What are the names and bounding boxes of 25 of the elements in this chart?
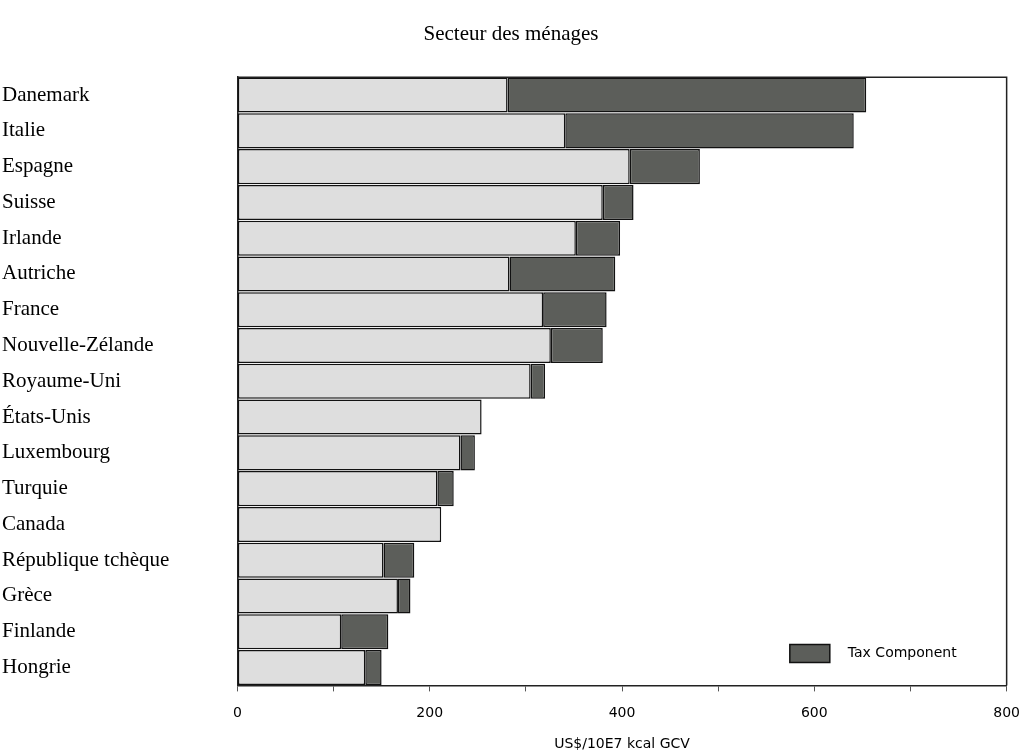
x-axis-title: US$/10E7 kcal GCV	[554, 735, 691, 752]
y-tick-label: Suisse	[2, 188, 56, 213]
y-tick-label: Danemark	[2, 81, 90, 106]
x-tick-label: 200	[416, 704, 444, 721]
y-tick-label: Nouvelle-Zélande	[2, 332, 154, 357]
legend-label: Tax Component	[846, 644, 958, 661]
y-tick-label: Italie	[2, 117, 46, 142]
y-tick-label: Finlande	[2, 618, 76, 643]
y-tick-label: Espagne	[2, 153, 74, 178]
y-tick-label: Canada	[2, 510, 66, 535]
y-tick-label: Hongrie	[2, 654, 71, 679]
x-tick-label: 0	[232, 704, 242, 721]
x-tick-label: 800	[993, 704, 1021, 721]
y-tick-label: Irlande	[2, 224, 62, 249]
x-tick-label: 600	[800, 704, 828, 721]
y-tick-label: Luxembourg	[2, 439, 111, 464]
y-tick-label: Royaume-Uni	[2, 367, 122, 392]
chart-title: Secteur des ménages	[423, 21, 599, 46]
y-tick-label: France	[2, 296, 60, 321]
y-tick-label: Grèce	[2, 582, 53, 607]
y-tick-label: États-Unis	[2, 403, 91, 428]
y-tick-label: République tchèque	[2, 546, 170, 571]
y-tick-label: Autriche	[2, 260, 76, 285]
x-tick-label: 400	[608, 704, 636, 721]
y-tick-label: Turquie	[2, 475, 68, 500]
